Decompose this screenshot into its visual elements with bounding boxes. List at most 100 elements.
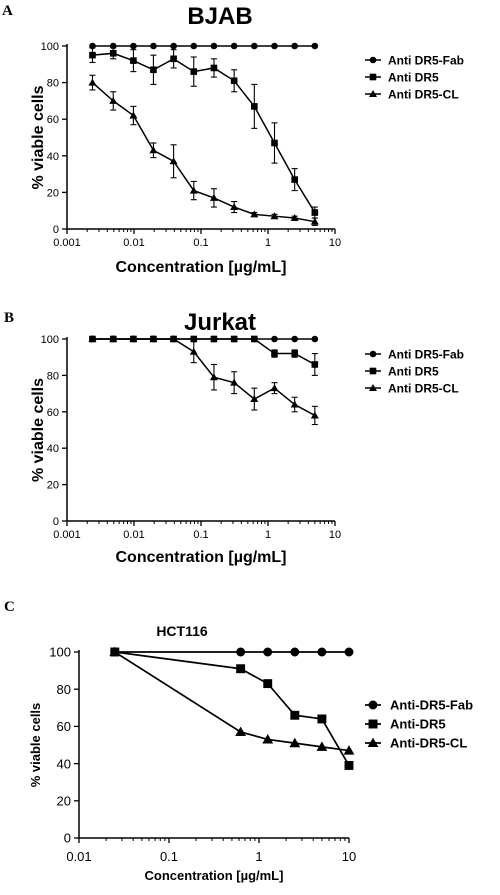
legend-marker (369, 384, 377, 391)
legend-marker (367, 737, 379, 748)
x-tick-label: 10 (329, 529, 341, 541)
x-axis-label: Concentration [µg/mL] (145, 868, 284, 883)
data-point (316, 741, 328, 751)
chart-title: BJAB (187, 3, 252, 30)
data-point (289, 737, 301, 748)
legend-marker (369, 73, 377, 81)
y-axis-label: % viable cells (30, 85, 47, 189)
data-point (109, 96, 118, 104)
y-tick-label: 20 (47, 480, 59, 492)
data-point (291, 350, 298, 357)
y-axis-label: % viable cells (28, 703, 43, 788)
x-tick-label: 0.1 (160, 849, 178, 864)
x-tick-label: 10 (342, 849, 356, 864)
data-point (290, 400, 299, 408)
y-tick-label: 100 (41, 41, 59, 53)
legend-marker (368, 719, 378, 729)
series-anti-dr5-cl (88, 74, 319, 226)
data-point (263, 679, 273, 689)
data-point (311, 335, 319, 343)
series-line-anti-dr5-cl (91, 82, 315, 223)
y-tick-label: 20 (57, 793, 71, 808)
series-anti-dr5-fab (110, 647, 354, 657)
data-point (89, 51, 96, 59)
series-line-anti-dr5-cl (92, 338, 316, 417)
y-tick-label: 60 (47, 114, 59, 126)
data-point (291, 335, 298, 343)
legend-marker (369, 367, 377, 375)
y-axis-label: % viable cells (30, 378, 47, 482)
series-line-anti-dr5 (92, 52, 316, 213)
chart-hct116: HCT116 0 20 40 60 80 100 0.01 0.1 1 10 Concentratio… (28, 623, 473, 883)
chart-title: HCT116 (156, 623, 208, 639)
legend-marker (368, 700, 378, 710)
data-point (344, 647, 354, 657)
series-anti-dr5 (89, 47, 319, 219)
data-point (88, 78, 97, 86)
data-point (189, 186, 198, 194)
x-tick-label: 0.001 (53, 529, 81, 541)
data-point (310, 411, 319, 419)
data-point (250, 210, 259, 218)
data-point (150, 42, 157, 50)
data-point (150, 66, 157, 74)
data-point (210, 42, 218, 50)
data-point (149, 335, 158, 342)
data-point (344, 761, 354, 770)
data-point (209, 373, 218, 381)
legend-marker (369, 90, 377, 97)
series-anti-dr5-fab (89, 42, 319, 50)
data-point (230, 42, 238, 50)
y-tick-label: 80 (57, 682, 71, 697)
data-point (170, 42, 177, 50)
y-tick-label: 0 (53, 516, 59, 528)
data-point (189, 347, 198, 355)
data-point (290, 214, 299, 222)
data-point (190, 335, 198, 343)
y-tick-label: 20 (47, 187, 59, 199)
data-point (236, 647, 246, 657)
legend-label: Anti DR5-Fab (388, 347, 464, 361)
data-point (129, 335, 138, 342)
data-point (169, 157, 178, 165)
y-tick-label: 60 (47, 407, 59, 419)
panel-letter-b: B (4, 310, 14, 326)
x-tick-label: 0.01 (123, 237, 144, 249)
data-point (209, 193, 218, 201)
legend-label: Anti DR5-CL (388, 381, 459, 395)
x-tick-label: 10 (329, 237, 341, 249)
data-point (109, 646, 121, 657)
data-point (343, 745, 355, 755)
data-point (310, 217, 319, 225)
data-point (271, 139, 278, 147)
data-point (263, 647, 273, 657)
legend-marker (369, 56, 377, 64)
data-point (317, 647, 327, 657)
data-point (262, 734, 274, 744)
series-line-anti-dr5-cl (114, 651, 350, 752)
y-tick-label: 40 (47, 443, 59, 455)
data-point (236, 664, 246, 674)
chart-jurkat: Jurkat 0 20 40 60 80 100 0.001 0.01 0.1 1 10 Concent… (30, 309, 464, 566)
y-tick-label: 100 (49, 645, 71, 660)
data-point (271, 42, 278, 50)
x-tick-label: 1 (265, 529, 271, 541)
y-tick-label: 40 (47, 151, 59, 163)
panel-letter-c: C (4, 599, 15, 615)
legend-marker (369, 350, 377, 358)
data-point (169, 335, 178, 342)
x-tick-label: 0.01 (66, 849, 91, 864)
x-tick-label: 0.01 (123, 529, 144, 541)
series-line-anti-dr5 (92, 338, 316, 366)
legend-label: Anti DR5 (388, 364, 439, 378)
x-tick-label: 1 (255, 849, 262, 864)
data-point (190, 42, 198, 50)
data-point (291, 42, 298, 50)
legend-label: Anti-DR5 (390, 717, 446, 732)
y-tick-label: 100 (41, 334, 59, 346)
y-tick-label: 40 (57, 756, 71, 771)
data-point (235, 726, 247, 737)
series-line-anti-dr5 (114, 651, 350, 766)
x-axis-label: Concentration [µg/mL] (116, 259, 287, 276)
